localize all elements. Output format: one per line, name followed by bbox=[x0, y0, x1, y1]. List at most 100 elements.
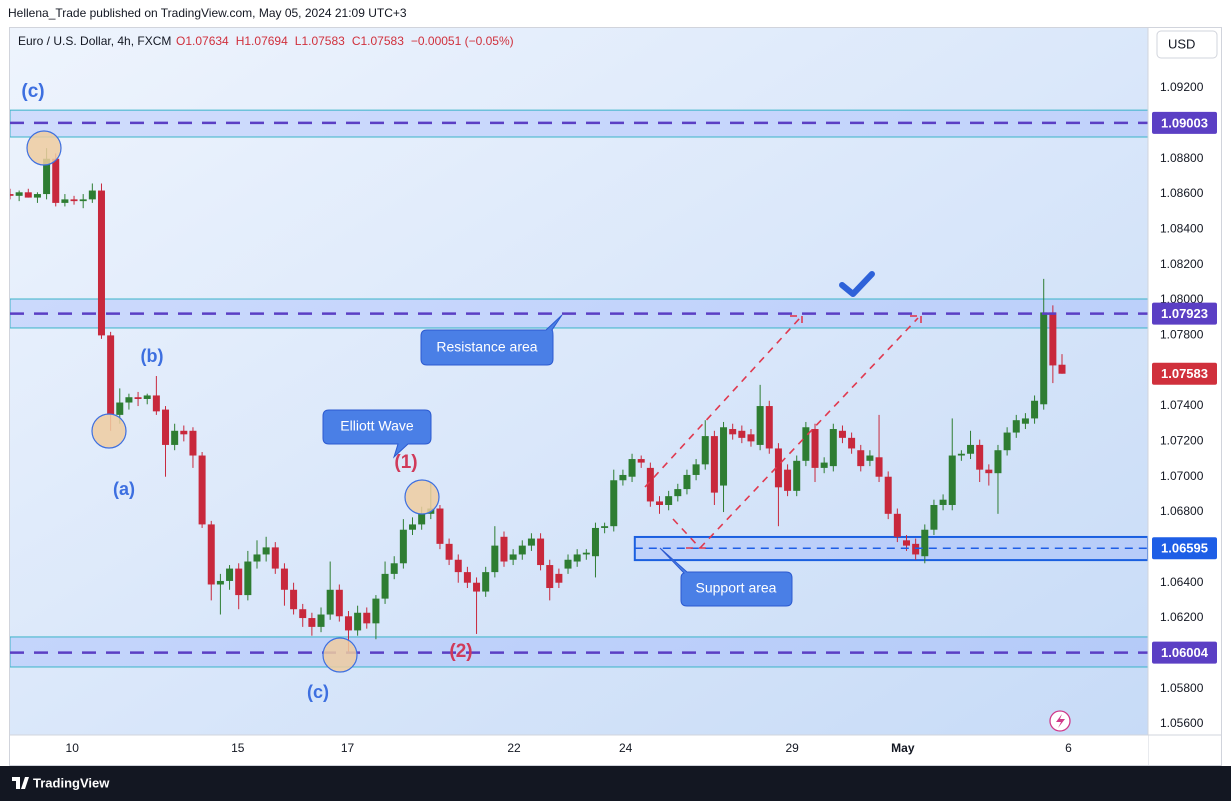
candle-body bbox=[537, 538, 545, 566]
y-tick-label: 1.07800 bbox=[1160, 328, 1204, 342]
y-tick-label: 1.08600 bbox=[1160, 186, 1204, 200]
candle-body bbox=[344, 616, 352, 631]
candle-body bbox=[445, 543, 453, 560]
y-tick-label: 1.07000 bbox=[1160, 469, 1204, 483]
ohlc-value: L1.07583 bbox=[295, 34, 345, 48]
time-axis bbox=[10, 735, 1148, 765]
zone bbox=[10, 636, 1148, 668]
price-badge bbox=[1152, 537, 1217, 560]
candle-body bbox=[107, 335, 115, 415]
annotation: Elliott Wave bbox=[340, 418, 414, 434]
candle-body bbox=[875, 457, 883, 477]
candle-body bbox=[838, 430, 846, 438]
candle-body bbox=[967, 444, 975, 454]
x-tick-label: 15 bbox=[231, 741, 245, 755]
callouts bbox=[322, 314, 793, 607]
candle-body bbox=[335, 589, 343, 617]
candle-body bbox=[381, 573, 389, 599]
channel bbox=[644, 315, 922, 549]
candle-body bbox=[820, 462, 828, 468]
candle-body bbox=[198, 455, 206, 525]
candle-body bbox=[628, 459, 636, 477]
ohlc-value: O1.07634 bbox=[176, 34, 229, 48]
candle-body bbox=[1003, 432, 1011, 451]
candle-body bbox=[564, 559, 572, 569]
plot-area bbox=[10, 28, 1148, 735]
candle-body bbox=[24, 192, 32, 198]
annotation: (c) bbox=[307, 682, 329, 702]
candle-body bbox=[848, 437, 856, 449]
candle-body bbox=[226, 568, 234, 581]
candle-body bbox=[1021, 418, 1029, 424]
ohlc-value: C1.07583 bbox=[352, 34, 404, 48]
candle-body bbox=[134, 397, 142, 399]
x-tick-label: 22 bbox=[507, 741, 521, 755]
candle-body bbox=[756, 406, 764, 445]
price-badge-label: 1.06004 bbox=[1161, 645, 1209, 660]
candle-body bbox=[372, 598, 380, 624]
x-tick-label: 29 bbox=[785, 741, 799, 755]
candle-body bbox=[33, 194, 41, 198]
candle-body bbox=[784, 469, 792, 491]
y-tick-label: 1.06200 bbox=[1160, 610, 1204, 624]
ohlc-value: −0.00051 (−0.05%) bbox=[411, 34, 514, 48]
candle-body bbox=[692, 464, 700, 475]
candle-body bbox=[555, 573, 563, 583]
candle-body bbox=[729, 429, 737, 435]
candle-body bbox=[271, 547, 279, 569]
alert-icon-bolt bbox=[1056, 714, 1065, 728]
x-tick-label: 24 bbox=[619, 741, 633, 755]
symbol: Euro / U.S. Dollar, 4h, FXCM bbox=[18, 34, 171, 48]
footer bbox=[0, 766, 1231, 801]
candle-body bbox=[454, 559, 462, 573]
candle-body bbox=[43, 158, 51, 195]
candle-body bbox=[747, 434, 755, 442]
check-mark bbox=[839, 271, 875, 297]
x-tick-label: 10 bbox=[66, 741, 80, 755]
logo: TradingView bbox=[33, 775, 110, 790]
candle-body bbox=[1031, 400, 1039, 419]
candle-body bbox=[866, 455, 874, 461]
y-tick-label: 1.09200 bbox=[1160, 80, 1204, 94]
currency-button[interactable] bbox=[1156, 30, 1218, 59]
candle-body bbox=[518, 545, 526, 555]
candle-body bbox=[527, 538, 535, 546]
candle-body bbox=[573, 554, 581, 562]
candle-body bbox=[10, 194, 14, 196]
chart-frame bbox=[9, 27, 1222, 766]
candle-body bbox=[418, 513, 426, 525]
price-badge-label: 1.06595 bbox=[1161, 541, 1208, 556]
candle-body bbox=[180, 430, 188, 435]
y-tick-label: 1.05800 bbox=[1160, 681, 1204, 695]
candle-body bbox=[1040, 312, 1048, 405]
candle-body bbox=[674, 489, 682, 497]
annotation: Support area bbox=[696, 580, 777, 596]
candle-body bbox=[582, 552, 590, 555]
candle-body bbox=[765, 406, 773, 449]
candle-body bbox=[399, 529, 407, 564]
publisher: Hellena_Trade published on TradingView.c… bbox=[8, 6, 407, 20]
candle-body bbox=[354, 612, 362, 631]
candle-body bbox=[15, 192, 23, 196]
candle-body bbox=[710, 436, 718, 493]
candle-body bbox=[79, 199, 87, 202]
annotation: (2) bbox=[449, 641, 472, 662]
candle-body bbox=[976, 444, 984, 470]
candle-body bbox=[994, 450, 1002, 474]
candle-body bbox=[171, 430, 179, 445]
x-tick-label: 17 bbox=[341, 741, 355, 755]
candle-body bbox=[162, 409, 170, 445]
candle-body bbox=[1049, 312, 1057, 366]
ohlc-value: H1.07694 bbox=[236, 34, 288, 48]
candle-body bbox=[829, 429, 837, 467]
y-tick-label: 1.06400 bbox=[1160, 575, 1204, 589]
candle-body bbox=[280, 568, 288, 590]
y-tick-label: 1.07200 bbox=[1160, 434, 1204, 448]
candle-body bbox=[152, 395, 160, 412]
y-tick-label: 1.08800 bbox=[1160, 151, 1204, 165]
logo-icon bbox=[12, 777, 29, 789]
annotation: (b) bbox=[141, 346, 164, 366]
wave-circles bbox=[26, 130, 440, 673]
price-badge bbox=[1152, 641, 1217, 664]
